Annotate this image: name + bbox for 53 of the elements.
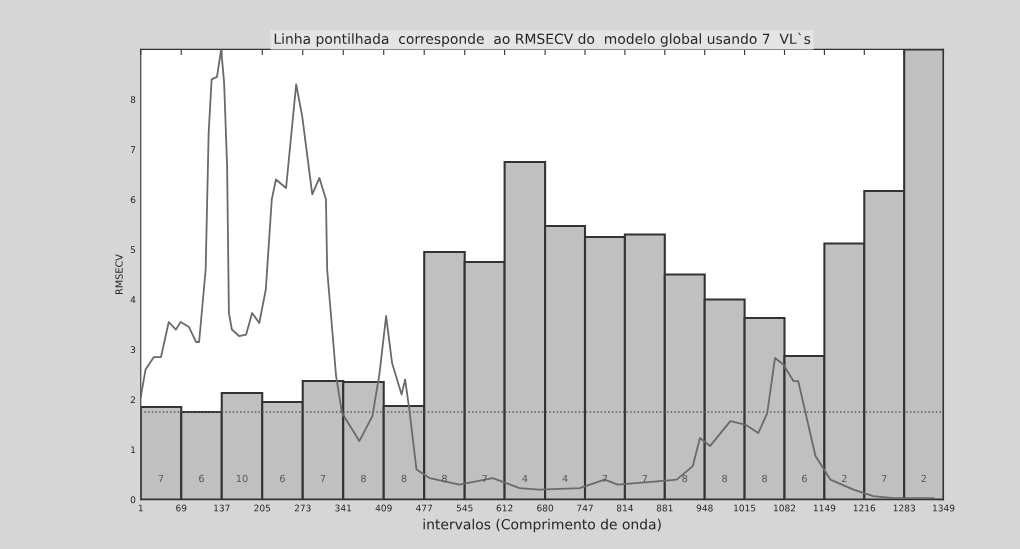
- annotation: 8: [361, 474, 366, 483]
- x-tick-label: 680: [537, 504, 554, 512]
- x-tick-label: 137: [214, 504, 230, 512]
- x-tick-label: 1349: [933, 504, 955, 512]
- y-tick-label: 7: [130, 146, 136, 153]
- x-tick-label: 1082: [774, 504, 796, 512]
- annotation: 6: [280, 474, 285, 483]
- chart-title: Linha pontilhada corresponde ao RMSECV do modelo global usando 7 VL`s: [274, 32, 811, 47]
- annotation: 2: [921, 474, 926, 483]
- annotation: 4: [522, 474, 528, 483]
- annotation: 6: [199, 474, 204, 483]
- x-tick-label: 273: [294, 504, 311, 512]
- annotation: 2: [841, 474, 847, 483]
- annotation: 8: [401, 474, 407, 483]
- annotation: 7: [881, 474, 887, 483]
- annotation: 4: [562, 474, 568, 483]
- x-tick-label: 1216: [853, 504, 876, 512]
- y-tick-label: 6: [130, 196, 136, 204]
- x-tick-label: 1: [138, 504, 143, 512]
- annotation: 8: [722, 474, 728, 483]
- annotation: 7: [642, 474, 648, 483]
- x-tick-label: 409: [375, 504, 392, 512]
- x-tick-label: 205: [254, 504, 271, 512]
- annotation: 10: [236, 474, 248, 483]
- x-tick-label: 747: [577, 504, 593, 512]
- x-tick-label: 1283: [893, 504, 915, 512]
- x-tick-label: 612: [496, 504, 513, 512]
- y-tick-label: 4: [130, 296, 136, 303]
- annotation: 7: [158, 474, 164, 483]
- x-tick-label: 1149: [813, 504, 836, 512]
- x-tick-label: 69: [176, 504, 187, 512]
- annotation: 6: [802, 474, 807, 483]
- x-axis-title: intervalos (Comprimento de onda): [423, 518, 661, 533]
- x-tick-label: 948: [696, 504, 713, 512]
- x-tick-label: 881: [656, 504, 673, 512]
- x-tick-label: 545: [456, 504, 473, 512]
- x-tick-label: 814: [616, 504, 634, 512]
- annotation: 8: [762, 474, 767, 483]
- annotation: 8: [682, 474, 688, 483]
- y-tick-label: 3: [130, 346, 136, 354]
- y-tick-label: 5: [130, 246, 136, 254]
- x-tick-label: 1015: [734, 504, 756, 512]
- x-tick-label: 477: [416, 504, 433, 512]
- y-tick-label: 8: [130, 96, 136, 103]
- annotation: 7: [482, 474, 487, 483]
- y-tick-label: 1: [131, 446, 136, 453]
- annotation: 7: [320, 474, 326, 483]
- annotation: 8: [442, 474, 447, 483]
- y-axis-title: RMSECV: [115, 254, 123, 294]
- y-tick-label: 0: [130, 496, 136, 504]
- annotation: 7: [602, 474, 608, 483]
- y-tick-label: 2: [130, 396, 135, 403]
- x-tick-label: 341: [335, 504, 352, 512]
